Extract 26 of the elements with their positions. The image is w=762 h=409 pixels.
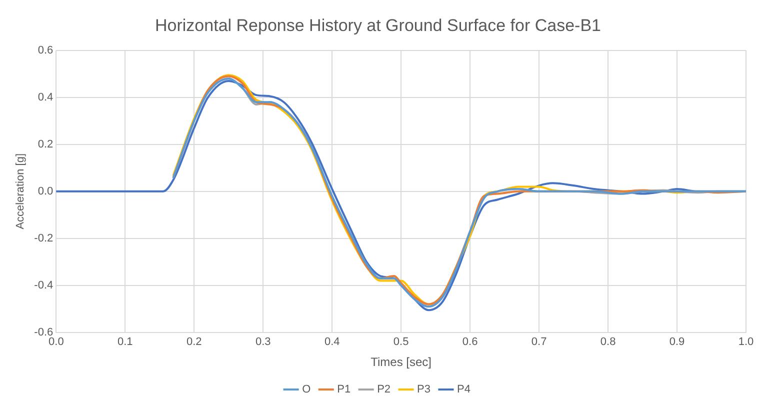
x-tick-label: 0.5 [393,336,409,348]
y-axis-title: Acceleration [g] [14,153,27,230]
y-tick-label: 0.6 [38,44,54,56]
x-tick-label: 0.0 [48,336,64,348]
y-tick-label: 0.2 [38,138,54,150]
x-tick-label: 1.0 [738,336,754,348]
legend-label: P2 [377,384,391,396]
x-tick-label: 0.9 [669,336,685,348]
legend-label: P1 [337,384,351,396]
x-tick-label: 0.7 [531,336,547,348]
x-tick-label: 0.6 [462,336,478,348]
y-tick-label: -0.6 [34,326,54,338]
x-axis-title: Times [sec] [370,355,432,370]
legend-label: P4 [456,384,470,396]
y-tick-label: -0.2 [34,232,54,244]
y-tick-label: -0.4 [34,279,54,292]
x-tick-label: 0.1 [117,336,133,348]
y-tick-label: 0.4 [38,91,54,104]
chart-title: Horizontal Reponse History at Ground Surface for Case-B1 [155,16,601,35]
legend-label: O [302,384,312,396]
x-tick-label: 0.8 [600,336,616,348]
x-tick-label: 0.4 [324,336,340,348]
x-tick-label: 0.2 [186,336,202,348]
x-tick-label: 0.3 [255,336,271,348]
legend-label: P3 [417,384,430,396]
y-tick-label: 0.0 [38,185,54,198]
